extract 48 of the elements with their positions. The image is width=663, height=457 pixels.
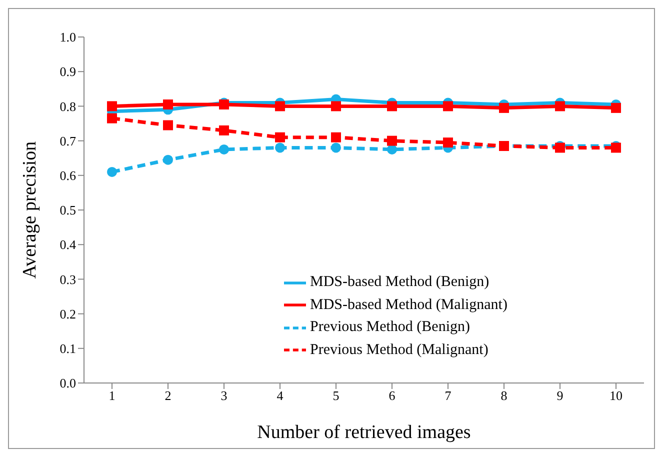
x-tick-label: 5	[332, 388, 340, 404]
legend-label: MDS-based Method (Malignant)	[310, 296, 508, 313]
x-tick-label: 10	[610, 388, 622, 404]
point	[107, 166, 117, 177]
point	[555, 101, 565, 112]
point	[275, 142, 285, 153]
point	[275, 132, 285, 142]
point	[387, 136, 397, 146]
x-axis-title: Number of retrieved images	[257, 422, 471, 443]
point	[387, 101, 397, 112]
point	[443, 101, 453, 112]
point	[163, 99, 173, 110]
point	[611, 102, 621, 113]
point	[331, 101, 341, 112]
x-tick-label: 9	[556, 388, 564, 404]
legend-label: Previous Method (Benign)	[310, 319, 470, 336]
x-tick-label: 4	[276, 388, 284, 404]
y-tick-label: 0.1	[60, 341, 76, 356]
y-tick-label: 0.5	[60, 202, 76, 218]
y-tick-label: 0.0	[60, 376, 76, 391]
x-tick-label: 6	[388, 388, 396, 404]
x-tick-label: 7	[444, 388, 452, 404]
point	[219, 144, 229, 154]
y-tick-label: 0.9	[60, 64, 76, 80]
point	[163, 154, 173, 165]
point	[443, 138, 453, 148]
legend-label: MDS-based Method (Benign)	[310, 274, 490, 290]
y-tick-label: 0.7	[60, 133, 76, 148]
x-tick-label: 3	[220, 388, 228, 404]
y-tick-label: 0.6	[60, 168, 76, 184]
y-tick-label: 0.4	[60, 237, 76, 252]
y-tick-label: 0.2	[60, 306, 76, 322]
x-tick-label: 8	[500, 388, 508, 404]
y-tick-label: 0.3	[60, 272, 76, 287]
x-tick-label: 1	[108, 388, 116, 404]
point	[107, 101, 117, 112]
y-tick-label: 0.8	[60, 98, 76, 114]
y-tick-label: 1.0	[60, 30, 76, 45]
point	[331, 142, 341, 153]
point	[107, 113, 117, 124]
x-tick-label: 2	[164, 388, 172, 404]
legend-label: Previous Method (Malignant)	[310, 342, 488, 358]
point	[331, 132, 341, 142]
point	[499, 102, 509, 113]
y-axis-title: Average precision	[20, 140, 41, 279]
point	[219, 125, 229, 136]
point	[163, 120, 173, 130]
point	[275, 101, 285, 112]
